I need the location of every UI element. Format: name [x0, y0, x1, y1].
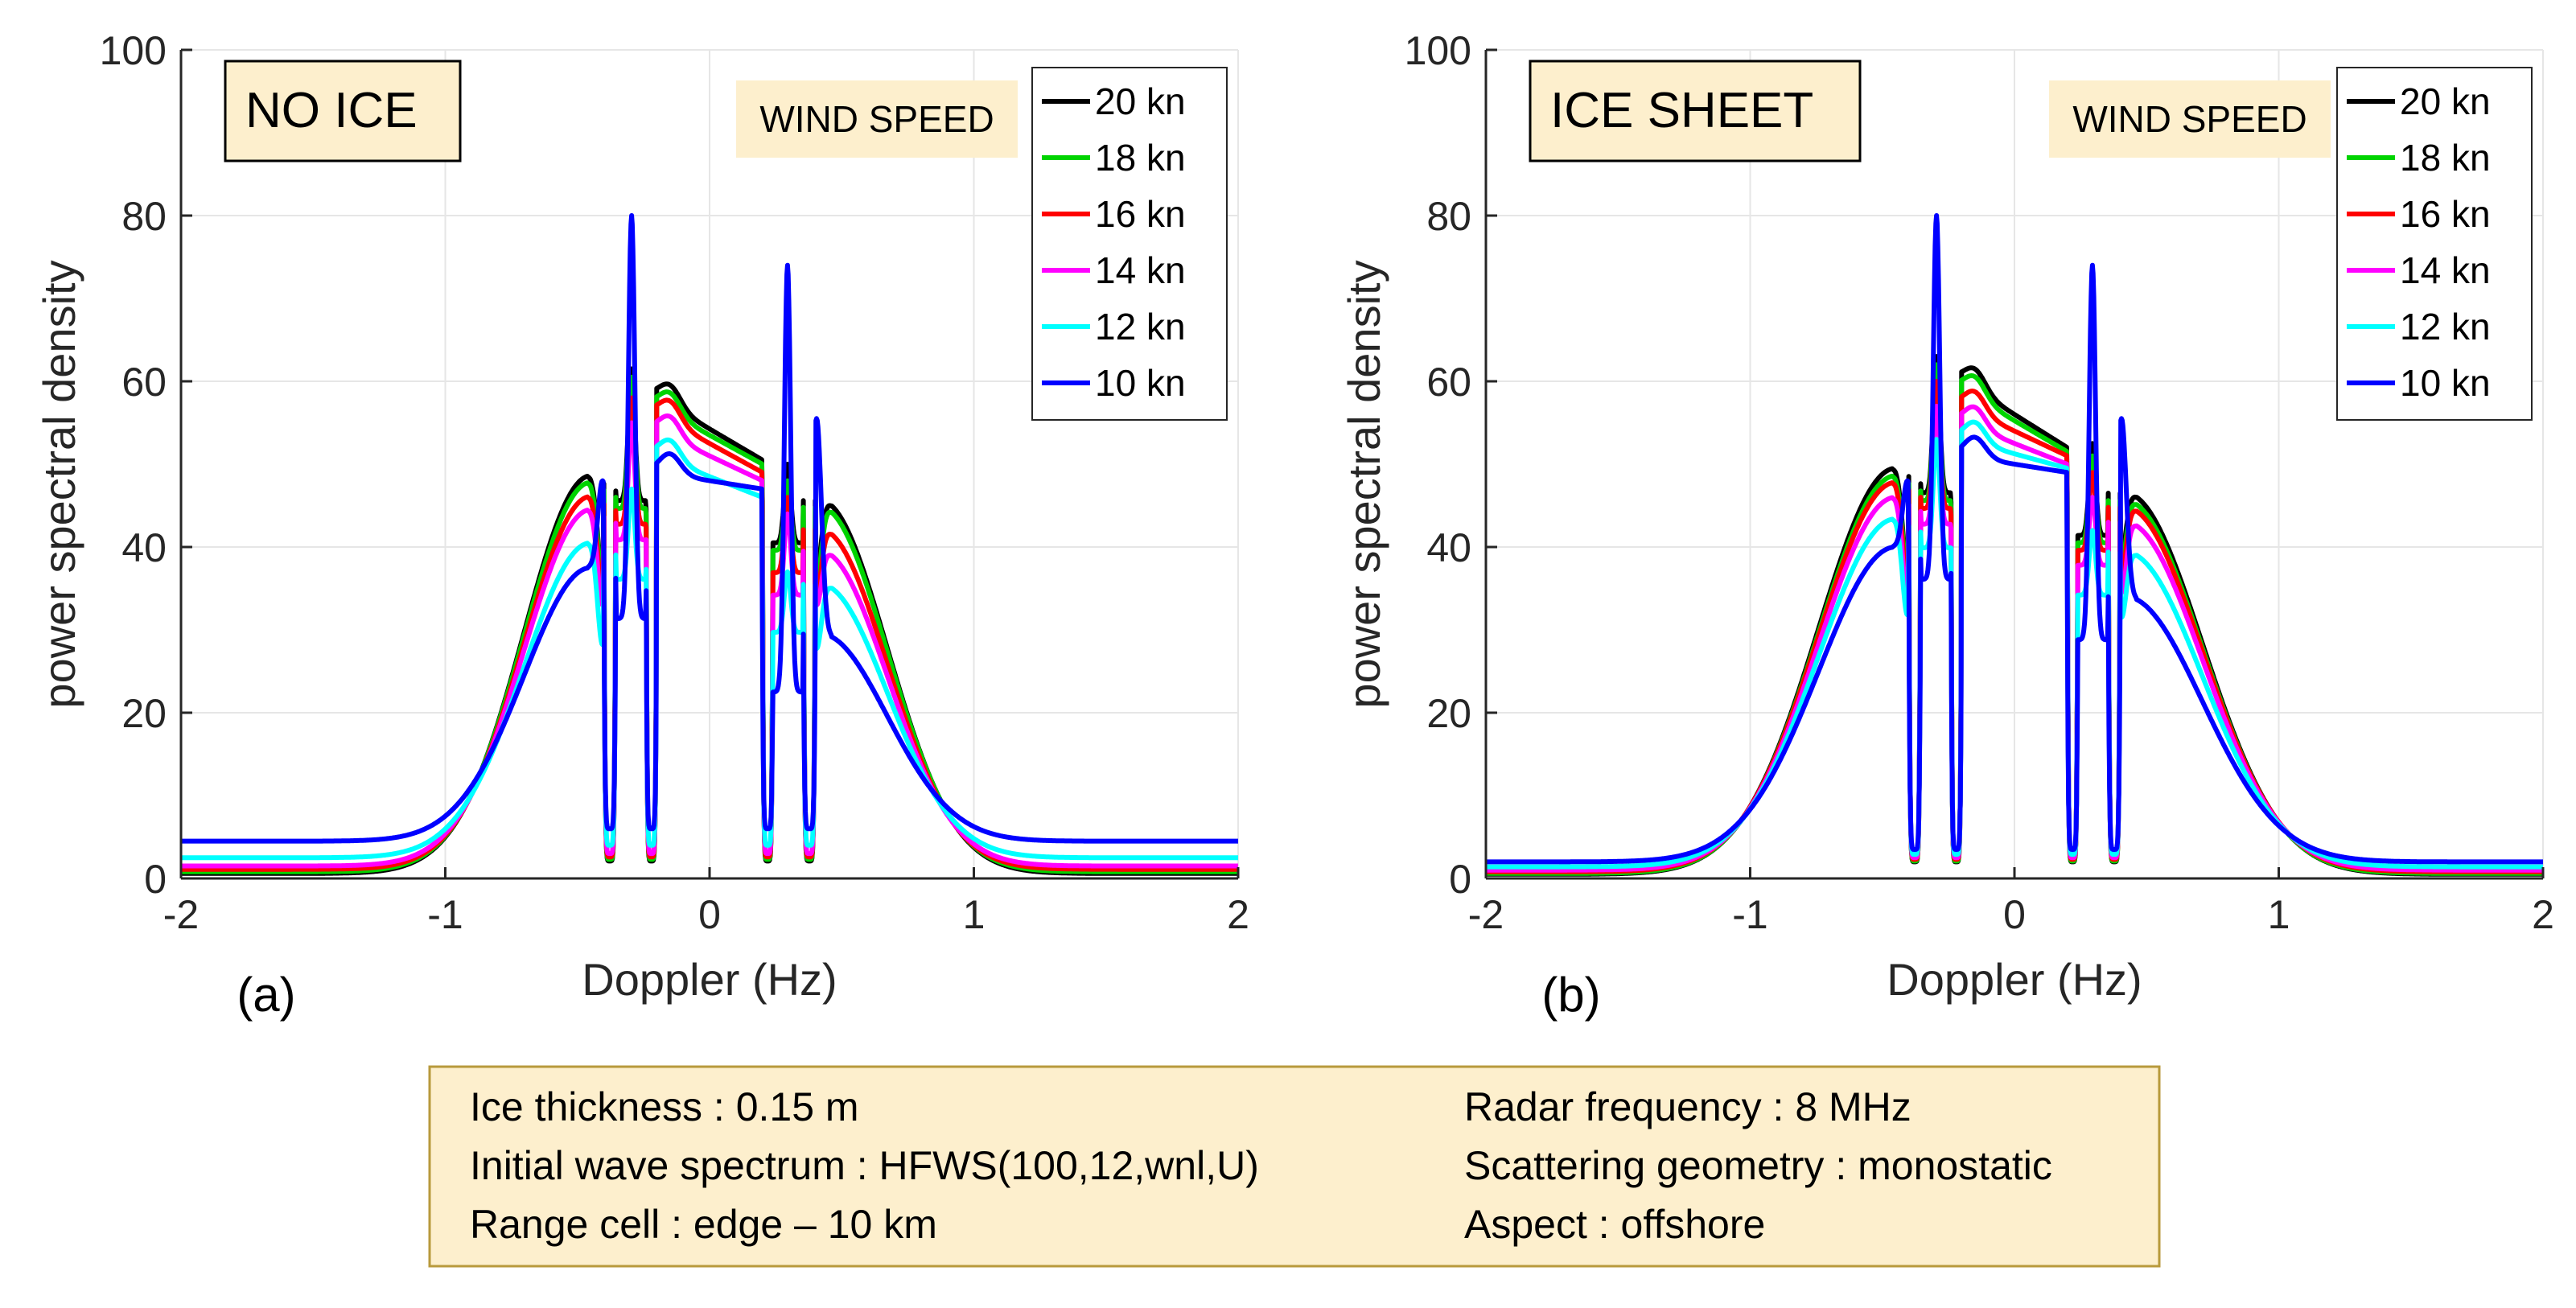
x-tick-label: 1 [963, 892, 986, 937]
legend-label: 16 kn [1095, 193, 1186, 235]
condition-label: ICE SHEET [1550, 83, 1813, 138]
x-tick-label: -2 [1468, 892, 1504, 937]
series-line-14-kn [1483, 403, 2545, 873]
x-tick-label: 1 [2268, 892, 2290, 937]
series-line-14-kn [179, 413, 1241, 869]
legend: 20 kn 18 kn 16 kn 14 kn 12 kn 10 kn [1031, 67, 1228, 421]
x-tick-label: 0 [2003, 892, 2026, 937]
legend-label: 16 kn [2400, 193, 2491, 235]
info-aspect: Aspect : offshore [1464, 1202, 1765, 1247]
series-line-12-kn [1483, 419, 2545, 870]
info-ice-thickness: Ice thickness : 0.15 m [470, 1084, 859, 1129]
y-tick-label: 20 [1426, 691, 1471, 736]
wind-speed-title: WIND SPEED [759, 98, 994, 140]
parameters-box-background [428, 1065, 2161, 1268]
legend-label: 18 kn [1095, 137, 1186, 179]
series-line-10-kn [1483, 213, 2545, 865]
x-tick-label: -1 [1732, 892, 1767, 937]
info-range-cell: Range cell : edge – 10 km [470, 1202, 937, 1247]
legend-box [2336, 67, 2533, 421]
legend-label: 18 kn [2400, 137, 2491, 179]
legend-label: 10 kn [2400, 362, 2491, 404]
y-tick-label: 0 [1449, 857, 1471, 902]
series-line-18-kn [179, 374, 1241, 874]
y-tick-label: 40 [1426, 525, 1471, 570]
x-tick-label: 2 [1227, 892, 1249, 937]
wind-speed-title: WIND SPEED [2072, 98, 2306, 140]
condition-box [224, 60, 462, 162]
y-tick-label: 0 [144, 857, 167, 902]
x-tick-label: -1 [427, 892, 463, 937]
panel-label: (b) [1541, 968, 1600, 1022]
legend-label: 20 kn [2400, 80, 2491, 122]
y-tick-label: 60 [1426, 360, 1471, 405]
series-line-12-kn [179, 437, 1241, 861]
legend-label: 10 kn [1095, 362, 1186, 404]
y-tick-label: 80 [1426, 194, 1471, 239]
legend-box [1031, 67, 1228, 421]
wind-speed-title-box [736, 80, 1018, 158]
x-tick-label: 0 [698, 892, 721, 937]
panel-label: (a) [237, 968, 295, 1022]
series-line-16-kn [179, 395, 1241, 872]
info-initial-wave-spectrum: Initial wave spectrum : HFWS(100,12,wnl,… [470, 1143, 1259, 1188]
parameters-box: Ice thickness : 0.15 m Initial wave spec… [428, 1065, 2161, 1268]
series-group [1483, 213, 2545, 877]
y-axis-label: power spectral density [1339, 260, 1389, 708]
y-tick-label: 60 [121, 360, 167, 405]
x-axis-label: Doppler (Hz) [1887, 954, 2142, 1005]
legend: 20 kn 18 kn 16 kn 14 kn 12 kn 10 kn [2336, 67, 2533, 421]
legend-label: 20 kn [1095, 80, 1186, 122]
legend-label: 12 kn [2400, 306, 2491, 348]
x-axis-label: Doppler (Hz) [582, 954, 837, 1005]
info-scattering-geometry: Scattering geometry : monostatic [1464, 1143, 2052, 1188]
y-tick-label: 100 [100, 28, 167, 73]
legend-label: 14 kn [1095, 249, 1186, 291]
y-tick-label: 100 [1405, 28, 1471, 73]
series-line-10-kn [179, 213, 1241, 844]
legend-label: 14 kn [2400, 249, 2491, 291]
y-tick-label: 20 [121, 691, 167, 736]
legend-label: 12 kn [1095, 306, 1186, 348]
condition-box [1529, 60, 1862, 162]
x-tick-label: -2 [163, 892, 199, 937]
wind-speed-title-box [2049, 80, 2331, 158]
series-group [179, 213, 1241, 876]
y-axis-label: power spectral density [34, 260, 84, 708]
y-tick-label: 40 [121, 525, 167, 570]
y-tick-label: 80 [121, 194, 167, 239]
info-radar-frequency: Radar frequency : 8 MHz [1464, 1084, 1911, 1129]
condition-label: NO ICE [245, 83, 418, 138]
x-tick-label: 2 [2532, 892, 2554, 937]
